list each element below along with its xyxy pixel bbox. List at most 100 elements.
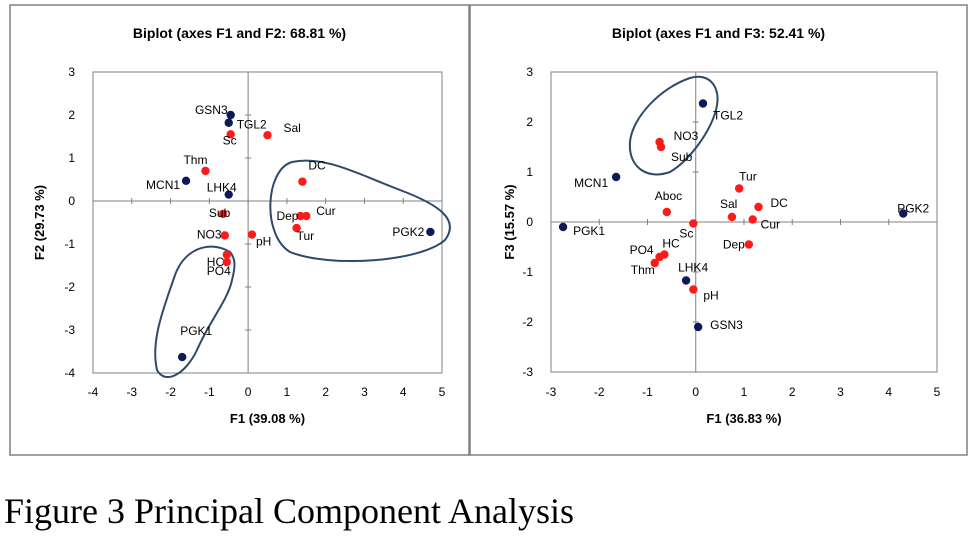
point-cur: [302, 211, 311, 221]
point-tgl2: [698, 99, 708, 108]
point-label-tur: Tur: [297, 229, 315, 243]
point-no3: [220, 231, 230, 240]
point-label-sal: Sal: [720, 197, 737, 211]
point-lhk4: [681, 276, 691, 285]
point-sub: [656, 142, 666, 152]
y-tick-label: 3: [526, 65, 533, 79]
figure-caption: Figure 3 Principal Component Analysis: [4, 491, 574, 531]
point-aboc: [662, 207, 671, 217]
point-label-ph: pH: [256, 235, 271, 249]
point-label-pgk1: PGK1: [180, 324, 212, 338]
point-pgk2: [899, 209, 908, 218]
figure: Biplot (axes F1 and F2: 68.81 %) -4 -3 -2 -1…: [0, 0, 969, 480]
point-mcn1: [611, 172, 621, 182]
point-label-po4: PO4: [630, 243, 654, 257]
x-tick-label: -2: [165, 385, 176, 399]
point-label-sub: Sub: [671, 150, 693, 164]
y-tick-label: -2: [522, 315, 533, 329]
y-axis-label: F3 (15.57 %): [502, 184, 517, 259]
point-label-sc: Sc: [679, 227, 693, 241]
x-tick-label: 5: [439, 385, 446, 399]
point-label-lhk4: LHK4: [207, 181, 237, 195]
y-tick-label: 0: [526, 215, 533, 229]
point-label-tgl2: TGL2: [237, 118, 267, 132]
point-label-lhk4: LHK4: [678, 261, 708, 275]
point-po4: [655, 252, 664, 262]
point-label-pgk2: PGK2: [392, 225, 424, 239]
y-tick-label: -1: [522, 265, 533, 279]
hull-lower-left-cluster: [154, 245, 236, 379]
chart-title: Biplot (axes F1 and F3: 52.41 %): [612, 25, 825, 41]
point-tur: [292, 223, 301, 233]
point-label-sub: Sub: [209, 206, 231, 220]
chart-title: Biplot (axes F1 and F2: 68.81 %): [133, 25, 346, 41]
panel-frame: [9, 4, 470, 456]
point-ph: [689, 285, 698, 294]
y-tick-label: -1: [64, 237, 75, 251]
x-tick-label: 5: [934, 385, 941, 399]
point-label-no3: NO3: [674, 129, 699, 143]
point-pgk2: [426, 227, 435, 237]
point-dep: [296, 211, 305, 221]
point-label-pgk1: PGK1: [573, 224, 605, 238]
point-label-ph: pH: [703, 289, 718, 303]
point-label-mcn1: MCN1: [146, 178, 180, 192]
point-label-cur: Cur: [316, 204, 335, 218]
point-mcn1: [181, 176, 191, 185]
y-tick-label: 2: [526, 115, 533, 129]
x-axis-label: F1 (36.83 %): [706, 411, 781, 426]
hull-right-cluster: [269, 159, 451, 263]
x-tick-label: -1: [642, 385, 653, 399]
point-lhk4: [224, 190, 233, 199]
point-pgk1: [177, 352, 187, 362]
point-label-hc: HC: [662, 237, 680, 251]
point-label-dep: Dep: [723, 238, 745, 252]
x-tick-label: 0: [692, 385, 699, 399]
point-tgl2: [224, 118, 233, 127]
point-label-sal: Sal: [284, 121, 301, 135]
point-sal: [727, 212, 737, 222]
point-label-gsn3: GSN3: [195, 103, 228, 117]
x-tick-label: 2: [322, 385, 329, 399]
x-tick-label: 4: [400, 385, 407, 399]
x-tick-label: -2: [594, 385, 605, 399]
y-tick-label: -3: [64, 323, 75, 337]
point-label-po4: PO4: [207, 264, 231, 278]
point-thm: [650, 258, 659, 268]
x-tick-label: 0: [245, 385, 252, 399]
hull-upper-cluster: [628, 75, 719, 176]
y-tick-label: -4: [64, 366, 75, 380]
point-label-tgl2: TGL2: [713, 109, 743, 123]
y-tick-label: -2: [64, 280, 75, 294]
point-label-cur: Cur: [761, 218, 780, 232]
y-tick-label: -3: [522, 365, 533, 379]
y-tick-label: 3: [68, 65, 75, 79]
x-tick-label: 3: [837, 385, 844, 399]
point-label-no3: NO3: [197, 227, 222, 241]
y-tick-label: 2: [68, 108, 75, 122]
point-thm: [201, 166, 210, 176]
point-sub: [218, 209, 228, 219]
point-pgk1: [558, 222, 568, 232]
figure-background: [0, 0, 969, 480]
x-tick-label: -3: [546, 385, 557, 399]
x-tick-label: 1: [741, 385, 748, 399]
point-label-sc: Sc: [223, 133, 237, 147]
x-axis-label: F1 (39.08 %): [230, 411, 305, 426]
point-hc: [222, 250, 231, 259]
point-sal: [263, 131, 272, 140]
point-label-aboc: Aboc: [655, 189, 682, 203]
point-sc: [689, 219, 698, 228]
x-tick-label: 2: [789, 385, 796, 399]
y-tick-label: 1: [526, 165, 533, 179]
x-tick-label: -1: [204, 385, 215, 399]
point-gsn3: [693, 322, 703, 332]
point-dc: [754, 202, 763, 212]
x-tick-label: -4: [88, 385, 99, 399]
biplot-f1-f3-panel: Biplot (axes F1 and F3: 52.41 %) -3 -2 -1 0 1…: [469, 4, 968, 456]
point-label-dep: Dep: [276, 209, 298, 223]
point-sc: [226, 130, 235, 139]
point-po4: [222, 257, 231, 267]
biplot-f1-f2-panel: Biplot (axes F1 and F2: 68.81 %) -4 -3 -2 -1…: [9, 4, 470, 456]
point-label-pgk2: PGK2: [897, 202, 929, 216]
